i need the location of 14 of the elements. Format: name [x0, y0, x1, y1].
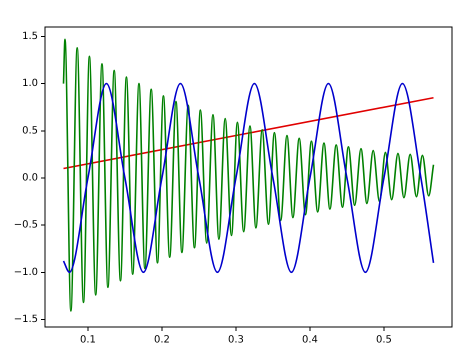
x-tick-label: 0.4 [302, 334, 318, 346]
y-tick-label: 1.0 [22, 78, 38, 90]
x-tick-label: 0.1 [80, 334, 96, 346]
y-tick-label: 1.5 [22, 31, 38, 42]
y-tick-label: 0.5 [22, 125, 38, 136]
line-series [62, 82, 434, 274]
line-series [62, 38, 434, 312]
x-tick-label: 0.3 [228, 334, 244, 346]
x-tick-label: 0.2 [154, 334, 170, 346]
x-tick-label: 0.5 [376, 334, 392, 346]
y-tick-label: 0.0 [22, 172, 38, 184]
y-tick-label: −1.5 [14, 314, 38, 326]
y-tick-label: −1.0 [14, 266, 38, 278]
y-tick-label: −0.5 [14, 220, 38, 231]
